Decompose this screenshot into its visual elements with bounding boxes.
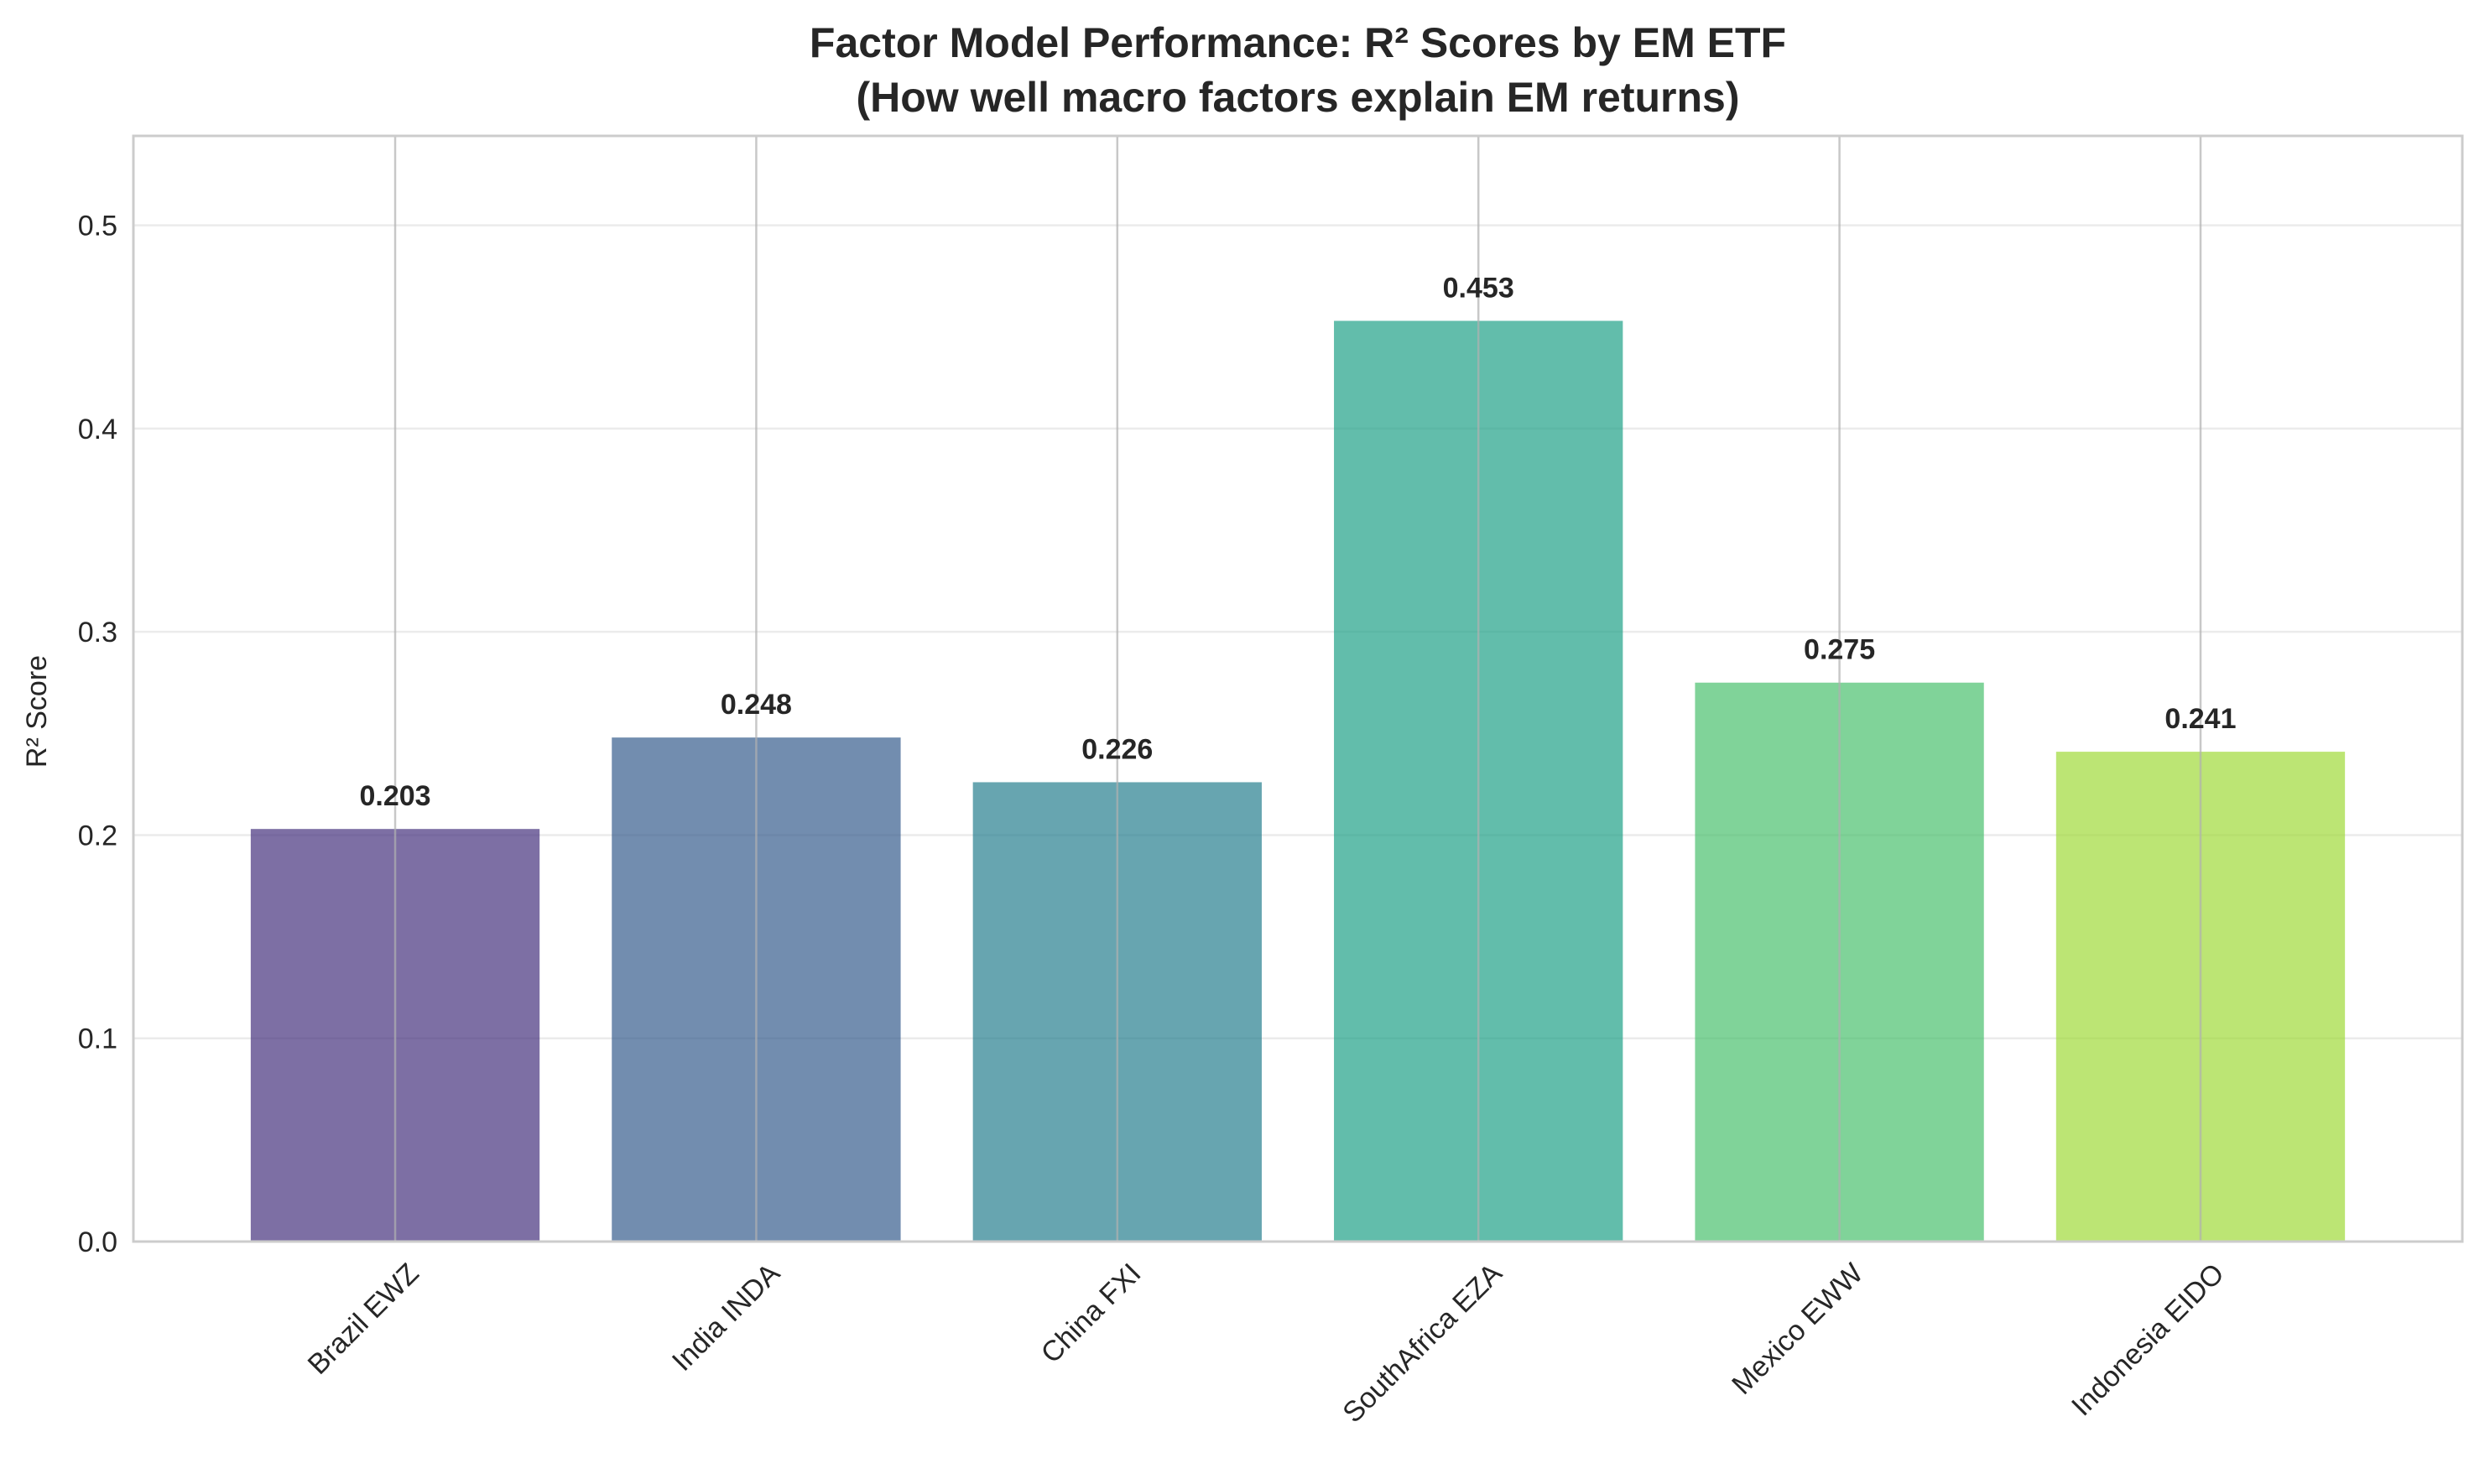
y-tick-label: 0.1 <box>78 1023 117 1055</box>
y-tick-label: 0.2 <box>78 820 117 851</box>
chart-subtitle: (How well macro factors explain EM retur… <box>856 74 1739 121</box>
y-axis-label: R² Score <box>21 655 53 768</box>
data-label: 0.453 <box>1443 272 1514 304</box>
vertical-grid-layer <box>393 136 2202 1242</box>
data-label: 0.275 <box>1804 634 1875 666</box>
data-label: 0.226 <box>1081 733 1153 765</box>
data-label: 0.248 <box>721 689 792 721</box>
plot-frame <box>132 134 2464 1243</box>
y-tick-label: 0.4 <box>78 414 117 445</box>
chart-title: Factor Model Performance: R² Scores by E… <box>810 19 1786 66</box>
data-label: 0.241 <box>2164 703 2236 735</box>
y-tick-label: 0.3 <box>78 617 117 648</box>
data-label: 0.203 <box>359 780 430 812</box>
y-tick-label: 0.5 <box>78 211 117 242</box>
y-tick-label: 0.0 <box>78 1226 117 1258</box>
